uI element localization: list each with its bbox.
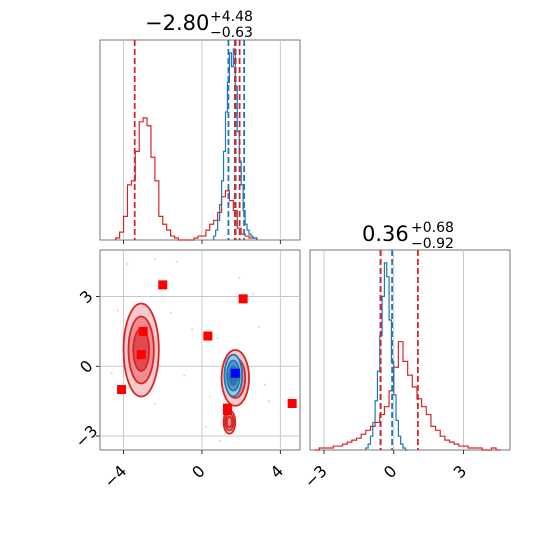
scatter-y-tick-label-1: 0 [76,356,97,377]
scatter-red-marker-4 [203,331,213,341]
hist-param2-panel: −3 0 3 0.36 +0.68 −0.92 [301,220,511,492]
hist-param2-blue-series [365,262,408,451]
scatter-x-tick-label-2: 4 [267,461,288,482]
scatter-y-tick-label-0: −3 [71,421,101,451]
hist-param1-red-series [115,117,258,241]
hist-param2-frame [309,249,511,451]
scatter-faint-dot-7 [204,425,207,428]
scatter-faint-dot-5 [216,337,219,340]
scatter-faint-dot-16 [208,395,211,398]
scatter-faint-dot-4 [251,293,254,296]
scatter-red-marker-5 [238,294,248,304]
scatter-faint-dot-13 [153,402,156,405]
scatter-x-ticks: −4 0 4 [100,461,287,491]
hist-param1-title: −2.80 [145,11,209,35]
scatter-faint-dot-8 [218,439,221,442]
hist-param1-title-main: −2.80 [145,11,209,35]
hist-param2-red-series [314,341,501,451]
scatter-red-marker-8 [287,398,297,408]
scatter-panel: −4 0 4 −3 0 3 [71,249,301,492]
hist-param1-title-sub: −0.63 [210,25,253,41]
scatter-faint-dot-17 [169,311,172,314]
hist-param1-blue-series [213,48,258,240]
scatter-faint-dot-14 [183,374,186,377]
hist-param2-title-main: 0.36 [362,222,409,246]
scatter-x-tick-label-0: −4 [100,461,130,491]
scatter-red-marker-3 [117,385,127,395]
scatter-faint-dot-9 [263,383,266,386]
hist-param2-title-sub: −0.92 [411,236,454,252]
hist-param2-tick-label-0: −3 [301,461,331,491]
scatter-red-marker-0 [158,280,168,290]
scatter-faint-dot-3 [238,276,241,279]
scatter-faint-dot-2 [175,260,178,263]
scatter-faint-dot-0 [126,262,129,265]
hist-param2-tick-label-1: 0 [380,461,401,482]
hist-param1-grid [123,40,281,244]
hist-param2-title-sup: +0.68 [411,220,454,236]
scatter-red-marker-7 [222,403,232,413]
scatter-faint-dot-11 [116,309,119,312]
hist-param2-grid [323,250,464,454]
scatter-x-tick-label-1: 0 [188,461,209,482]
scatter-blue-marker [230,368,240,378]
scatter-red-marker-1 [138,326,148,336]
scatter-faint-dot-12 [110,372,113,375]
hist-param2-title: 0.36 [362,222,409,246]
scatter-y-ticks: −3 0 3 [71,287,101,452]
hist-param1-title-sup: +4.48 [210,9,253,25]
hist-param1-marks [115,40,258,241]
hist-param1-panel: −2.80 +4.48 −0.63 [99,9,301,244]
hist-param2-marks [314,250,501,451]
hist-param2-x-ticks: −3 0 3 [301,461,471,491]
scatter-faint-dot-6 [191,328,194,331]
scatter-marks [110,258,297,442]
scatter-red-marker-2 [136,350,146,360]
hist-param2-tick-label-2: 3 [450,461,471,482]
contour-red-tail-level-2 [225,415,233,429]
scatter-faint-dot-15 [257,325,260,328]
hist-param1-frame [99,39,301,241]
scatter-y-tick-label-2: 3 [76,287,97,308]
scatter-faint-dot-10 [267,400,270,403]
scatter-faint-dot-1 [153,258,156,261]
